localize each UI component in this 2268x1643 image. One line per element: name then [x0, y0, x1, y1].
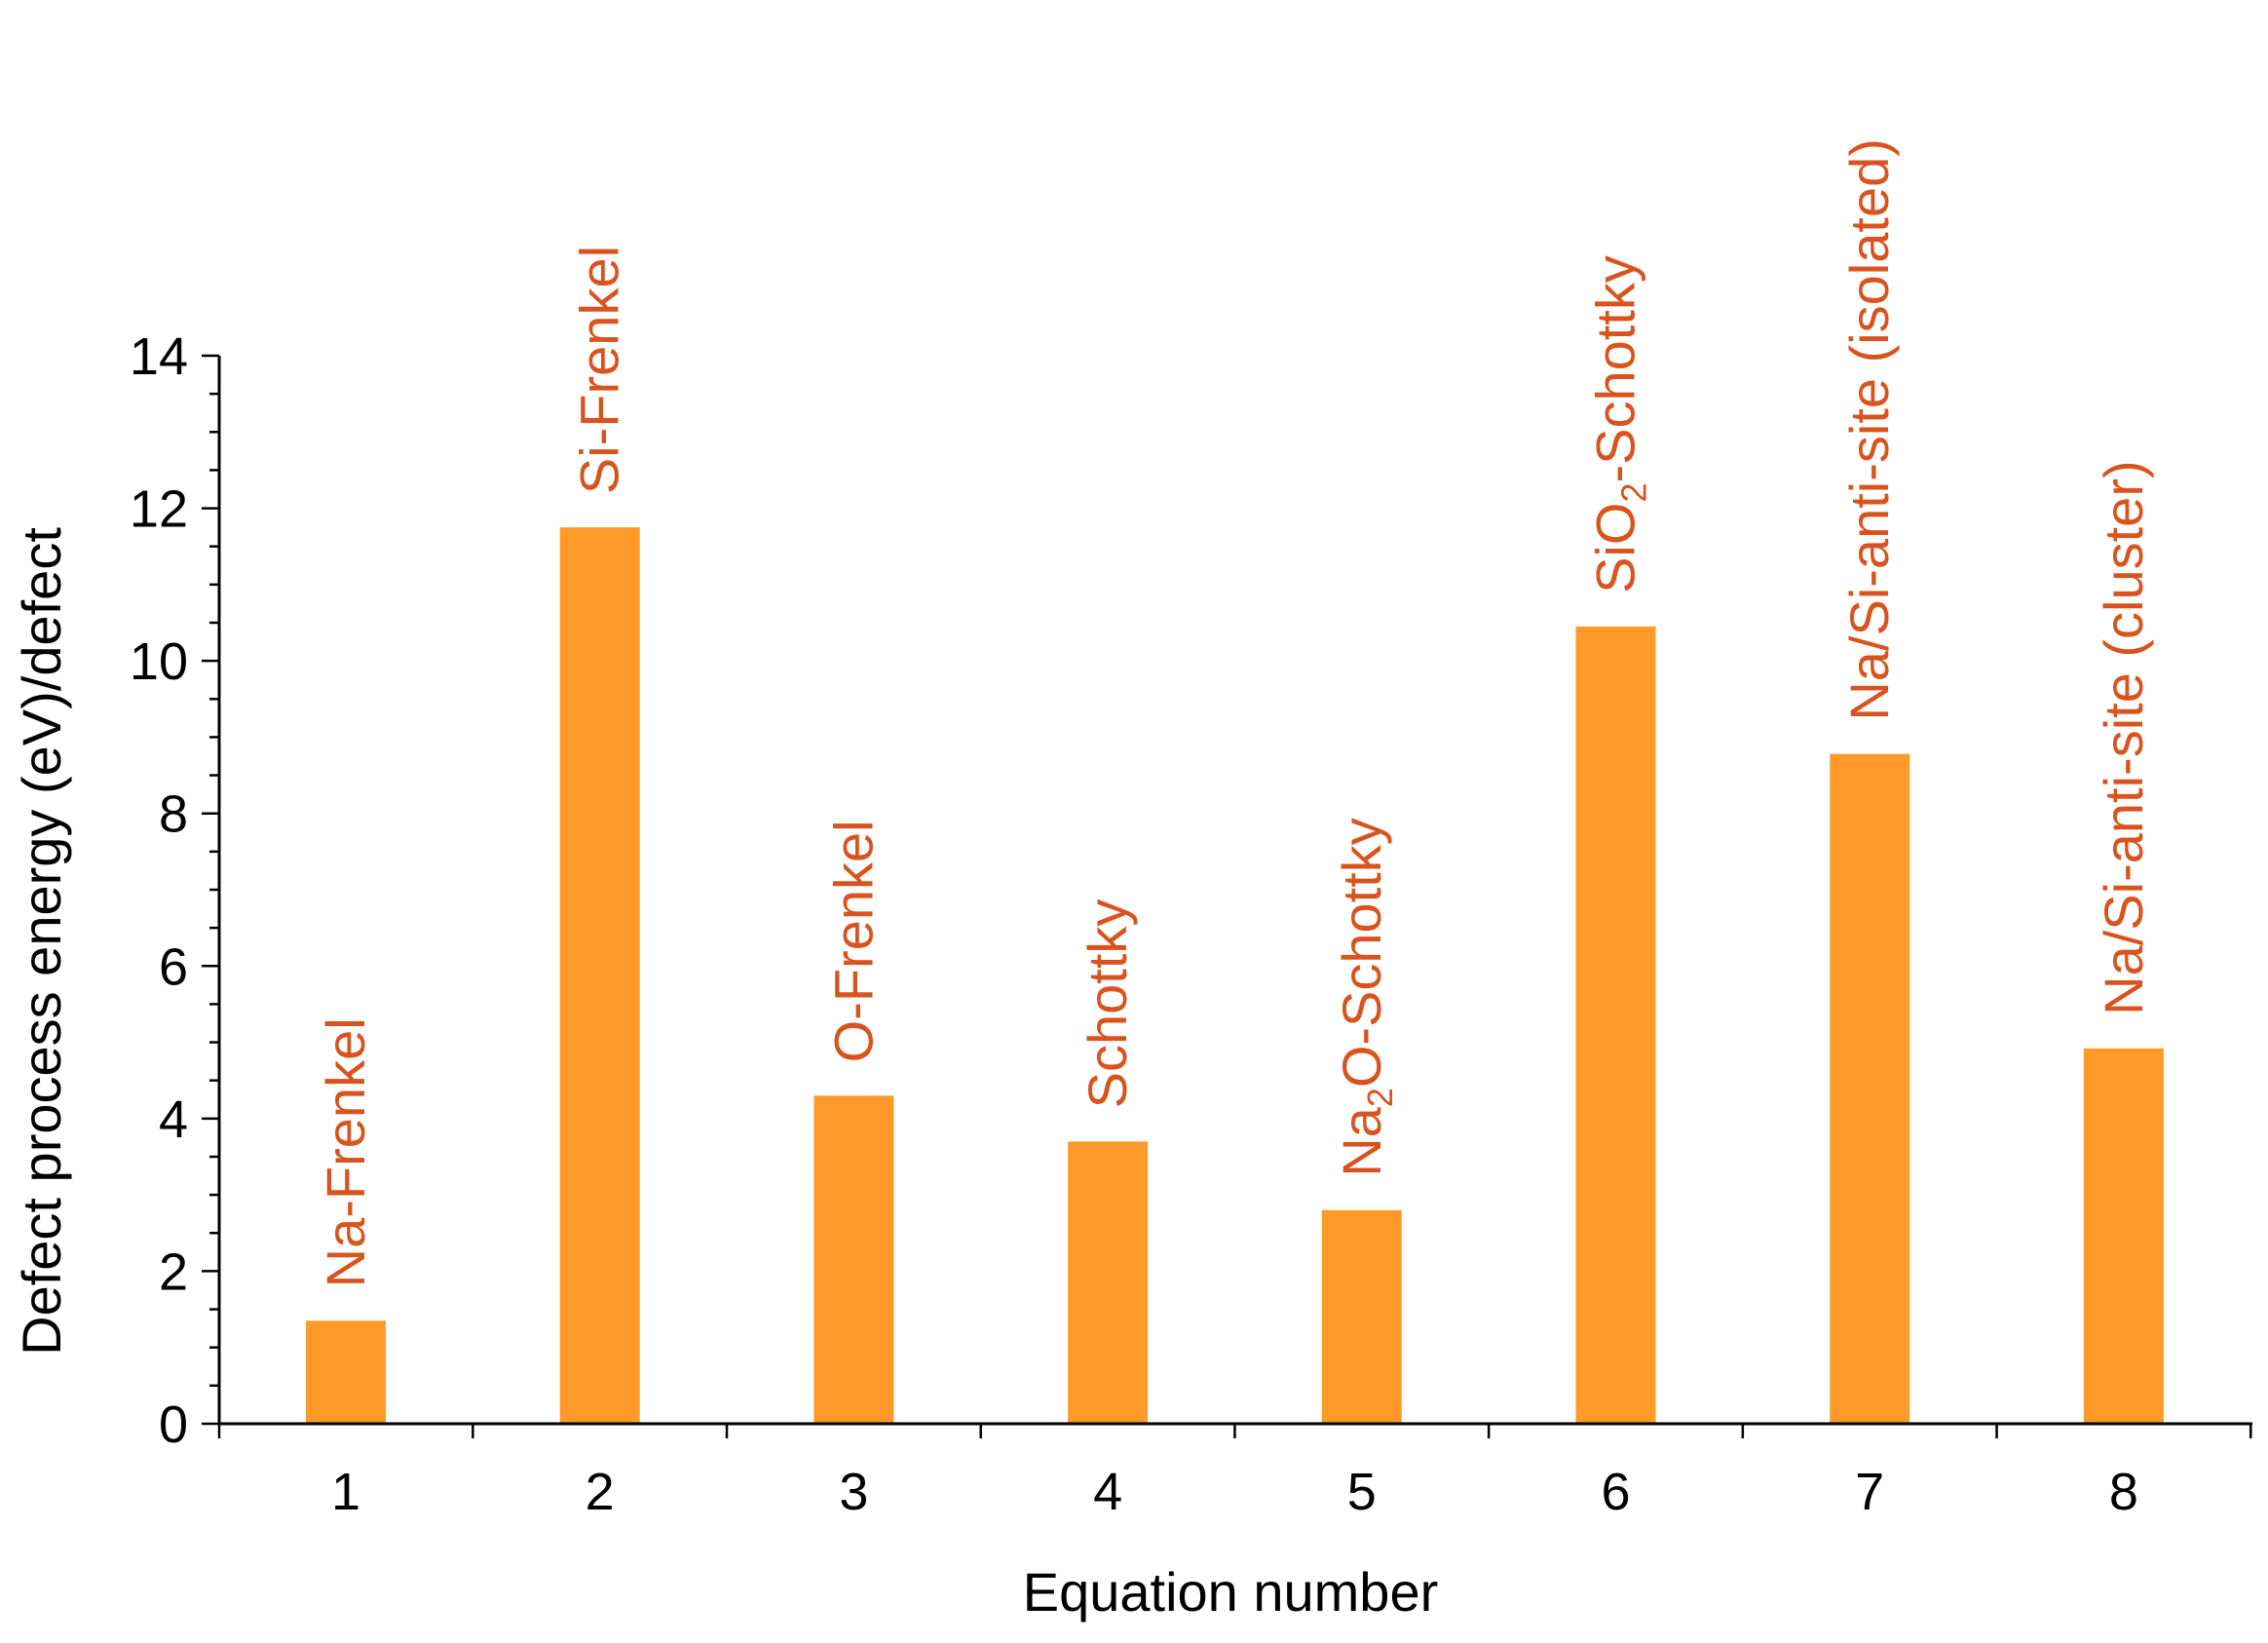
- bar-label-part: SiO: [1585, 503, 1646, 593]
- x-tick-label: 5: [1347, 1463, 1377, 1521]
- y-axis-title: Defect process energy (eV)/defect: [11, 527, 72, 1356]
- bar-label-subscript: 2: [1360, 1088, 1400, 1107]
- x-tick-label: 6: [1601, 1463, 1630, 1521]
- bar-label: Si-Frenkel: [569, 246, 630, 494]
- bar: [1068, 1141, 1149, 1424]
- bar-label: Na/Si-anti-site (isolated): [1838, 138, 1900, 721]
- bar-label-part: -Schottky: [1585, 255, 1646, 482]
- y-tick-label: 2: [159, 1242, 188, 1301]
- bars-group: [306, 527, 2164, 1424]
- bar: [1575, 626, 1656, 1424]
- bar-label-part: Na/Si-anti-site (cluster): [2093, 460, 2154, 1014]
- bar: [559, 527, 640, 1424]
- bar-label-part: Schottky: [1077, 899, 1138, 1109]
- bar: [1321, 1209, 1402, 1424]
- y-tick-label: 0: [159, 1395, 188, 1454]
- bar-label: O-Frenkel: [822, 820, 884, 1062]
- axes-group: [202, 354, 2252, 1438]
- bar-label-part: Si-Frenkel: [569, 246, 630, 494]
- x-axis-title: Equation number: [1023, 1561, 1439, 1623]
- bar-label: Schottky: [1077, 899, 1138, 1109]
- bar-label: Na-Frenkel: [315, 1017, 376, 1287]
- bar: [1830, 753, 1910, 1424]
- x-tick-labels: 1 2 3 4 5 6 7 8: [331, 1463, 2138, 1521]
- bar-label-part: Na/Si-anti-site (isolated): [1838, 138, 1900, 721]
- x-tick-label: 8: [2109, 1463, 2138, 1521]
- y-tick-labels: 0 2 4 6 8 10 12 14: [130, 327, 188, 1454]
- x-tick-label: 3: [839, 1463, 868, 1521]
- y-tick-label: 4: [159, 1090, 188, 1149]
- bar-label-part: Na: [1331, 1106, 1392, 1176]
- bar: [306, 1320, 386, 1424]
- bar-label-part: O-Schottky: [1331, 818, 1392, 1088]
- y-tick-label: 8: [159, 785, 188, 844]
- y-tick-label: 6: [159, 937, 188, 996]
- bar-label-part: O-Frenkel: [822, 820, 884, 1062]
- bar-label-part: Na-Frenkel: [315, 1017, 376, 1287]
- y-tick-label: 14: [130, 327, 188, 386]
- bar-label: Na/Si-anti-site (cluster): [2093, 460, 2154, 1014]
- bar-label-subscript: 2: [1614, 483, 1654, 503]
- x-tick-label: 2: [586, 1463, 615, 1521]
- x-tick-label: 4: [1093, 1463, 1122, 1521]
- x-tick-label: 1: [331, 1463, 360, 1521]
- bar-label: SiO2-Schottky: [1585, 255, 1654, 593]
- y-tick-label: 10: [130, 632, 188, 691]
- bar-label: Na2O-Schottky: [1331, 818, 1400, 1177]
- y-tick-label: 12: [130, 480, 188, 539]
- bar: [813, 1095, 894, 1424]
- bar: [2083, 1048, 2164, 1424]
- x-tick-label: 7: [1855, 1463, 1884, 1521]
